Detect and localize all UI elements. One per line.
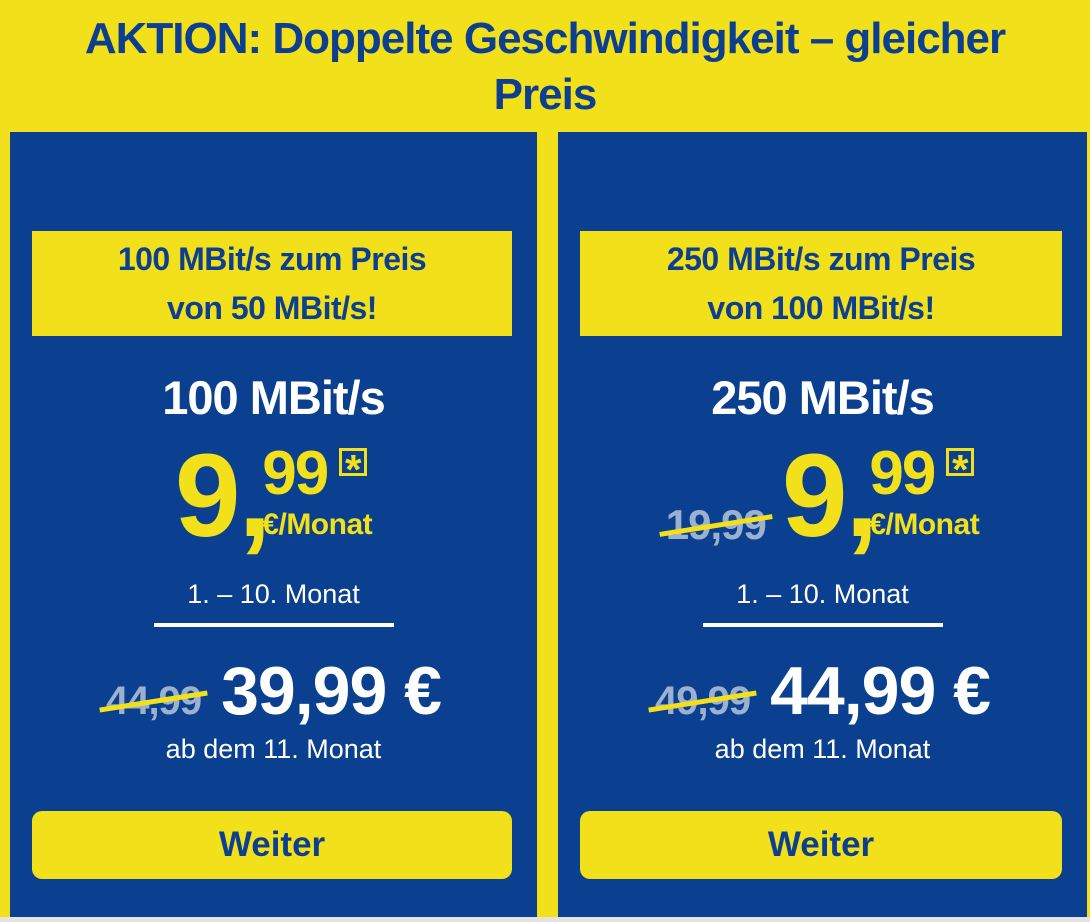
- plan-speed: 100 MBit/s: [162, 371, 385, 424]
- promo-price-fraction: 99: [869, 439, 936, 508]
- regular-price: 39,99 €: [221, 653, 442, 729]
- plan-card-250mbit: 250 MBit/s zum Preis von 100 MBit/s! 250…: [558, 132, 1087, 918]
- plan-card-100mbit: 100 MBit/s zum Preis von 50 MBit/s! 100 …: [10, 132, 537, 918]
- regular-period-label: ab dem 11. Monat: [714, 734, 931, 764]
- promo-price-integer: 9: [174, 430, 241, 562]
- page-bottom-edge: [0, 917, 1090, 922]
- promo-header: AKTION: Doppelte Geschwindigkeit – gleic…: [0, 0, 1090, 132]
- regular-price: 44,99 €: [770, 653, 991, 729]
- promo-price-lockup: 19,99 9 , 99 * €/Monat: [558, 430, 1087, 580]
- promo-price-fraction: 99: [262, 439, 329, 508]
- promo-price-column: 99 * €/Monat: [262, 439, 373, 541]
- page-title-line2: Preis: [493, 70, 598, 119]
- price-unit-label: €/Monat: [869, 508, 980, 541]
- promo-period-label: 1. – 10. Monat: [187, 579, 360, 609]
- divider-line: [153, 623, 394, 627]
- price-unit-label: €/Monat: [262, 508, 373, 541]
- promo-banner-line2: von 100 MBit/s!: [707, 289, 935, 326]
- promo-price-integer: 9: [781, 430, 848, 562]
- asterisk-badge: *: [946, 448, 975, 476]
- asterisk-badge: *: [339, 448, 368, 476]
- promo-banner-line1: 100 MBit/s zum Preis: [117, 240, 427, 277]
- promo-price-fraction-row: 99 *: [262, 439, 372, 508]
- plan-speed: 250 MBit/s: [711, 371, 934, 424]
- promo-price-comma: ,: [845, 430, 879, 562]
- promo-price-lockup: 9 , 99 * €/Monat: [10, 430, 537, 580]
- promo-old-price: 19,99: [659, 504, 773, 546]
- promo-banner: 100 MBit/s zum Preis von 50 MBit/s!: [32, 231, 512, 336]
- promo-price-comma: ,: [238, 430, 272, 562]
- regular-old-price: 49,99: [648, 679, 757, 724]
- weiter-button[interactable]: Weiter: [580, 811, 1062, 879]
- promo-price-fraction-row: 99 *: [869, 439, 979, 508]
- regular-period-label: ab dem 11. Monat: [165, 734, 382, 764]
- promo-banner-line2: von 50 MBit/s!: [167, 289, 377, 326]
- regular-price-row: 44,99 39,99 €: [10, 652, 537, 732]
- promo-price-column: 99 * €/Monat: [869, 439, 980, 541]
- promo-banner: 250 MBit/s zum Preis von 100 MBit/s!: [580, 231, 1062, 336]
- page-title-line1: AKTION: Doppelte Geschwindigkeit – gleic…: [84, 14, 1006, 63]
- regular-price-row: 49,99 44,99 €: [558, 652, 1087, 732]
- regular-old-price: 44,99: [99, 679, 208, 724]
- weiter-button[interactable]: Weiter: [32, 811, 512, 879]
- promo-banner-line1: 250 MBit/s zum Preis: [666, 240, 976, 277]
- promo-period-label: 1. – 10. Monat: [736, 579, 909, 609]
- divider-line: [702, 623, 943, 627]
